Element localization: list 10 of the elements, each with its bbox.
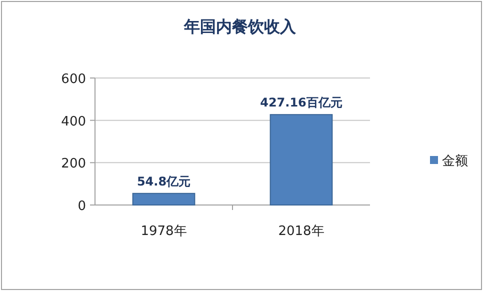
y-tick-label: 0: [78, 199, 86, 214]
data-label: 54.8亿元: [136, 174, 191, 188]
data-label: 427.16百亿元: [260, 96, 342, 110]
x-tick-label: 1978年: [140, 224, 187, 239]
y-tick-label: 400: [61, 114, 86, 130]
y-tick-label: 200: [61, 156, 86, 172]
x-tick-label: 2018年: [278, 224, 324, 239]
chart-title: 年国内餐饮收入: [183, 17, 297, 36]
y-tick-label: 600: [61, 72, 86, 87]
legend-label: 金额: [442, 154, 468, 169]
